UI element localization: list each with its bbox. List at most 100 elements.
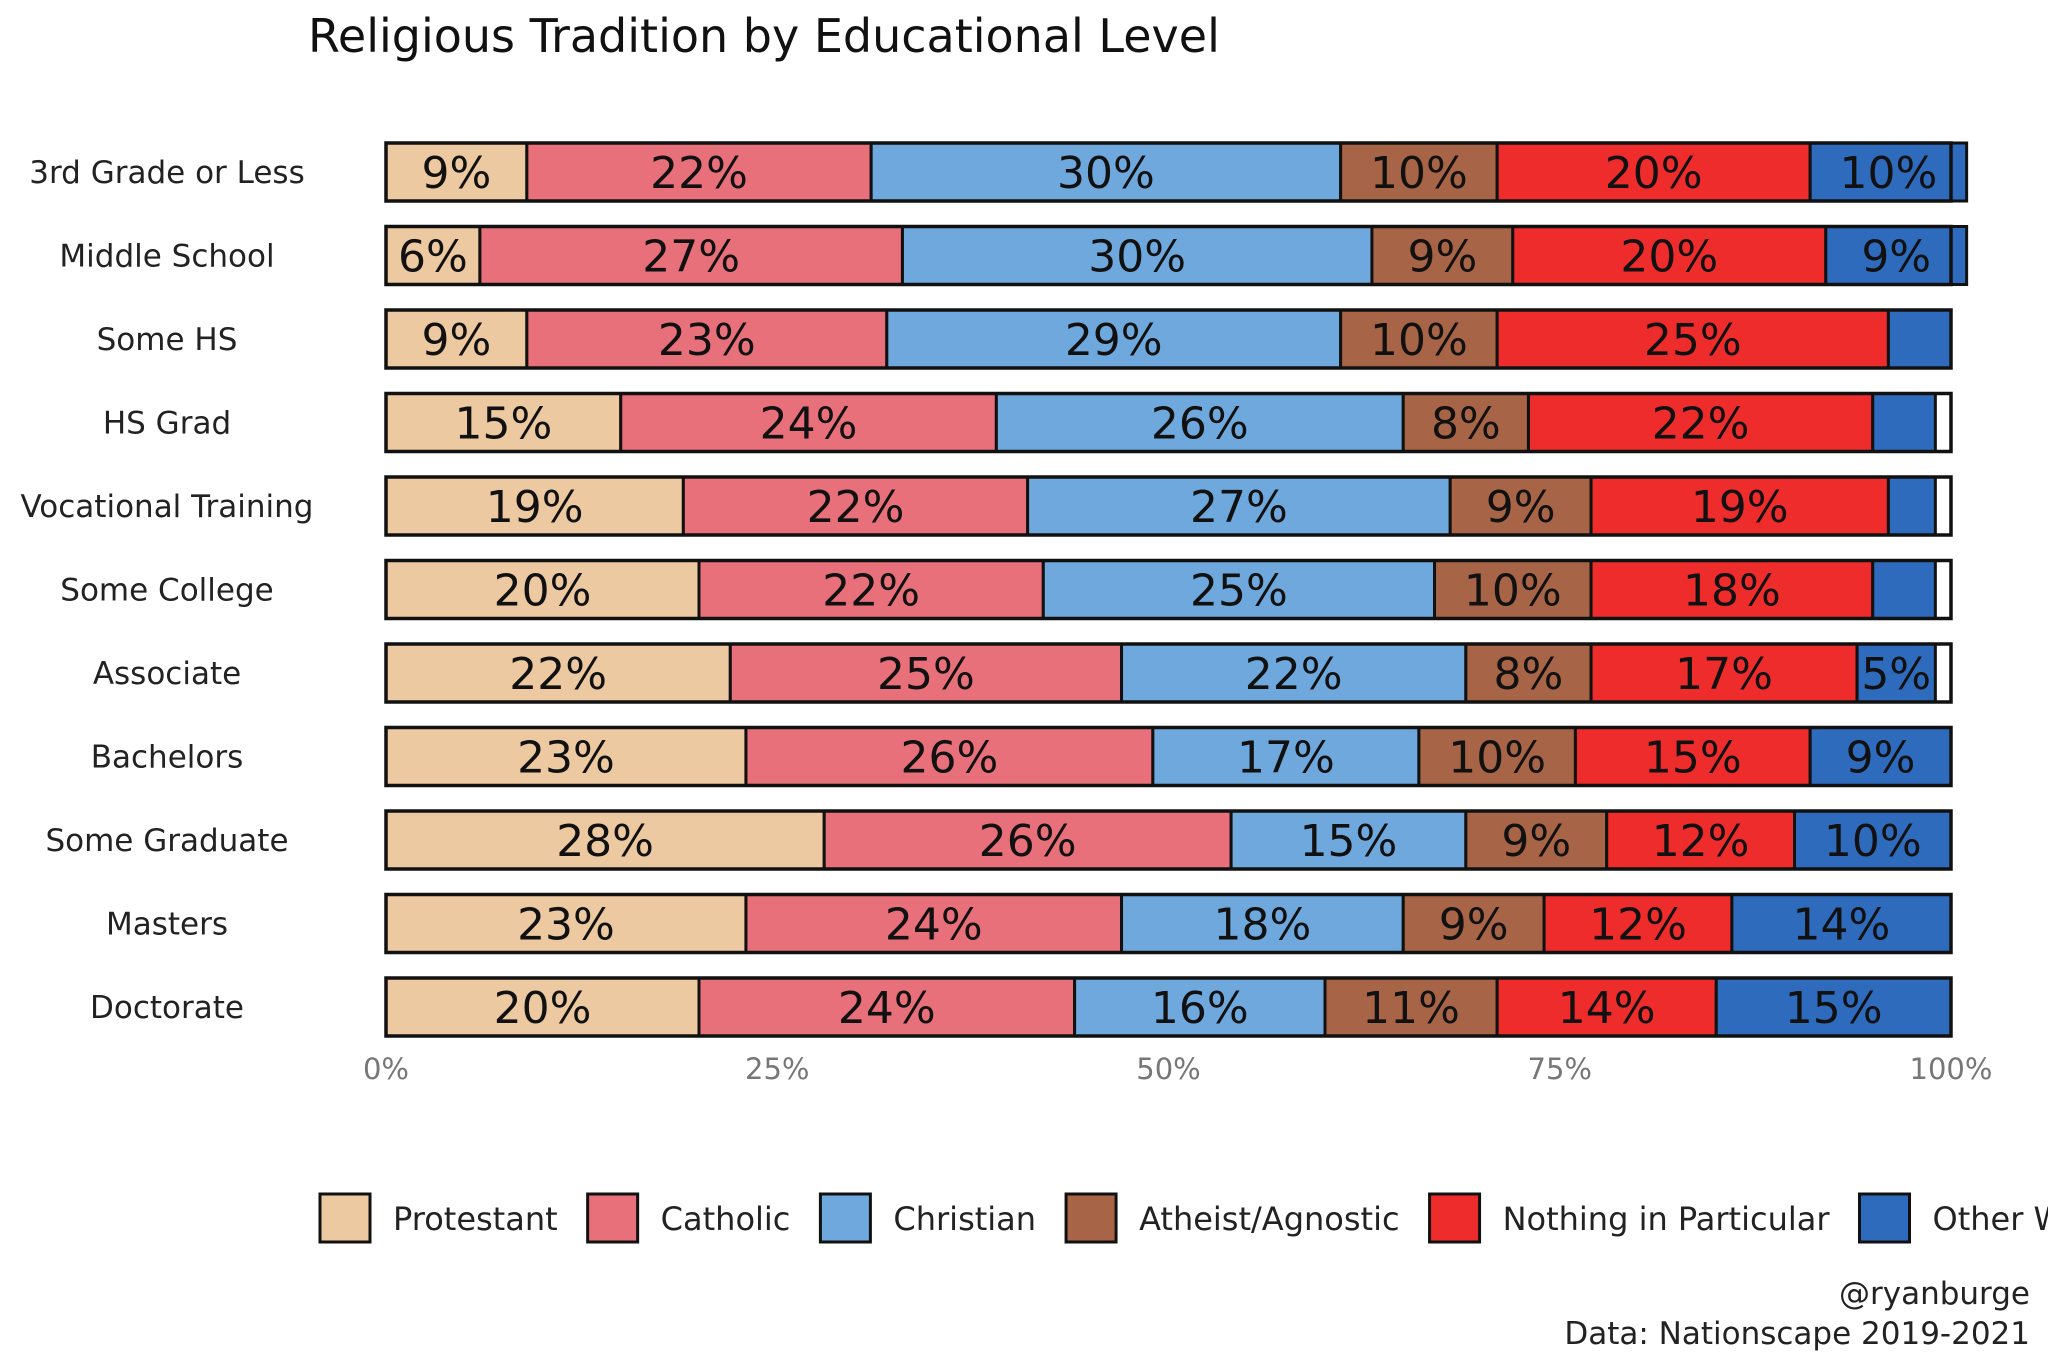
bar-outline xyxy=(384,391,1953,454)
data-label: 20% xyxy=(494,983,592,1034)
legend-label: Christian xyxy=(893,1200,1036,1238)
data-label: 24% xyxy=(885,900,983,951)
bar-segment xyxy=(900,225,1374,286)
legend-label: Atheist/Agnostic xyxy=(1139,1200,1400,1238)
bar-segment xyxy=(1808,141,1969,203)
bars-group: 3rd Grade or Less 9% 22% 30% 10% 20% 10% Middle… xyxy=(21,141,1969,1038)
bar-segment xyxy=(1855,642,1937,704)
bar-segment xyxy=(1120,642,1468,704)
data-label: 22% xyxy=(807,482,905,533)
data-label: 26% xyxy=(901,733,999,784)
category-label: Some College xyxy=(60,573,273,609)
data-label: 15% xyxy=(1300,816,1398,867)
data-label: 5% xyxy=(1861,649,1931,700)
data-label: 10% xyxy=(1448,733,1546,784)
bar-outline xyxy=(384,809,1953,871)
bar-segment xyxy=(1886,475,1937,537)
data-label: 29% xyxy=(1065,315,1163,366)
data-label: 15% xyxy=(454,399,552,450)
category-label: Doctorate xyxy=(90,990,244,1026)
legend-label: Catholic xyxy=(661,1200,791,1238)
bar-outline xyxy=(384,642,1953,704)
data-label: 6% xyxy=(398,232,468,283)
bar-segment xyxy=(1026,475,1452,537)
x-tick-label: 25% xyxy=(745,1052,809,1086)
x-axis-ticks: 0% 25% 50% 75% 100% xyxy=(363,1052,1992,1086)
data-label: 20% xyxy=(1620,232,1718,283)
bar-segment xyxy=(1871,559,1937,620)
data-label: 27% xyxy=(642,232,740,283)
data-label: 9% xyxy=(422,315,492,366)
bar-segment xyxy=(1041,559,1437,620)
bar-outline xyxy=(384,224,1953,287)
bar-outline xyxy=(384,725,1953,788)
data-label: 10% xyxy=(1840,148,1938,199)
x-tick-label: 0% xyxy=(363,1052,409,1086)
bar-outline xyxy=(384,475,1953,537)
data-label: 25% xyxy=(1644,315,1742,366)
data-label: 28% xyxy=(556,816,654,867)
category-label: HS Grad xyxy=(103,406,231,442)
legend-swatch xyxy=(586,1192,640,1244)
chart-title: Religious Tradition by Educational Level xyxy=(308,9,1220,63)
data-label: 8% xyxy=(1494,649,1564,700)
category-label: Masters xyxy=(106,907,228,943)
data-label: 9% xyxy=(1486,482,1556,533)
bar-segment xyxy=(384,392,623,453)
x-tick-label: 75% xyxy=(1528,1052,1592,1086)
data-label: 30% xyxy=(1088,232,1186,283)
legend-swatch xyxy=(318,1192,372,1244)
bar-segment xyxy=(1511,225,1828,286)
data-label: 9% xyxy=(1407,232,1477,283)
data-label: 15% xyxy=(1785,983,1883,1034)
x-tick-label: 100% xyxy=(1910,1052,1993,1086)
data-label: 27% xyxy=(1190,482,1288,533)
data-label: 10% xyxy=(1824,816,1922,867)
bar-segment xyxy=(478,225,904,286)
category-label: Middle School xyxy=(59,239,274,275)
category-label: 3rd Grade or Less xyxy=(29,155,305,191)
data-label: 9% xyxy=(422,148,492,199)
data-label: 22% xyxy=(1652,399,1750,450)
data-label: 22% xyxy=(1245,649,1343,700)
legend: Protestant Catholic Christian Atheist/Agnos… xyxy=(318,1192,2048,1244)
bar-outline xyxy=(384,558,1953,621)
category-label: Associate xyxy=(93,656,241,692)
bar-outline xyxy=(384,976,1953,1038)
data-label: 26% xyxy=(979,816,1077,867)
bar-segment xyxy=(1589,475,1890,537)
data-label: 9% xyxy=(1501,816,1571,867)
bar-segment xyxy=(525,141,873,203)
data-label: 25% xyxy=(1190,566,1288,617)
data-label: 22% xyxy=(650,148,748,199)
data-label: 9% xyxy=(1861,232,1931,283)
bar-segment xyxy=(1495,308,1890,370)
data-label: 19% xyxy=(486,482,584,533)
category-label: Some Graduate xyxy=(45,823,288,859)
data-label: 10% xyxy=(1464,566,1562,617)
legend-label: Protestant xyxy=(393,1200,558,1238)
data-label: 16% xyxy=(1151,983,1249,1034)
credit-source: Data: Nationscape 2019-2021 xyxy=(1564,1316,2030,1352)
data-label: 11% xyxy=(1362,983,1460,1034)
data-label: 19% xyxy=(1691,482,1789,533)
bar-outline xyxy=(384,141,1953,203)
data-label: 23% xyxy=(517,900,615,951)
legend-label: Nothing in Particular xyxy=(1503,1200,1831,1238)
data-label: 9% xyxy=(1439,900,1509,951)
data-label: 8% xyxy=(1431,399,1501,450)
data-label: 23% xyxy=(658,315,756,366)
data-label: 22% xyxy=(822,566,920,617)
category-label: Some HS xyxy=(97,322,238,358)
bar-segment xyxy=(885,308,1343,370)
credit-handle: @ryanburge xyxy=(1839,1276,2030,1312)
category-label: Vocational Training xyxy=(21,489,314,525)
data-label: 20% xyxy=(494,566,592,617)
data-label: 22% xyxy=(509,649,607,700)
data-label: 17% xyxy=(1237,733,1335,784)
data-label: 12% xyxy=(1589,900,1687,951)
bar-outline xyxy=(384,308,1953,370)
legend-swatch xyxy=(1858,1192,1911,1244)
data-label: 9% xyxy=(1846,733,1916,784)
bar-segment xyxy=(744,893,1124,954)
